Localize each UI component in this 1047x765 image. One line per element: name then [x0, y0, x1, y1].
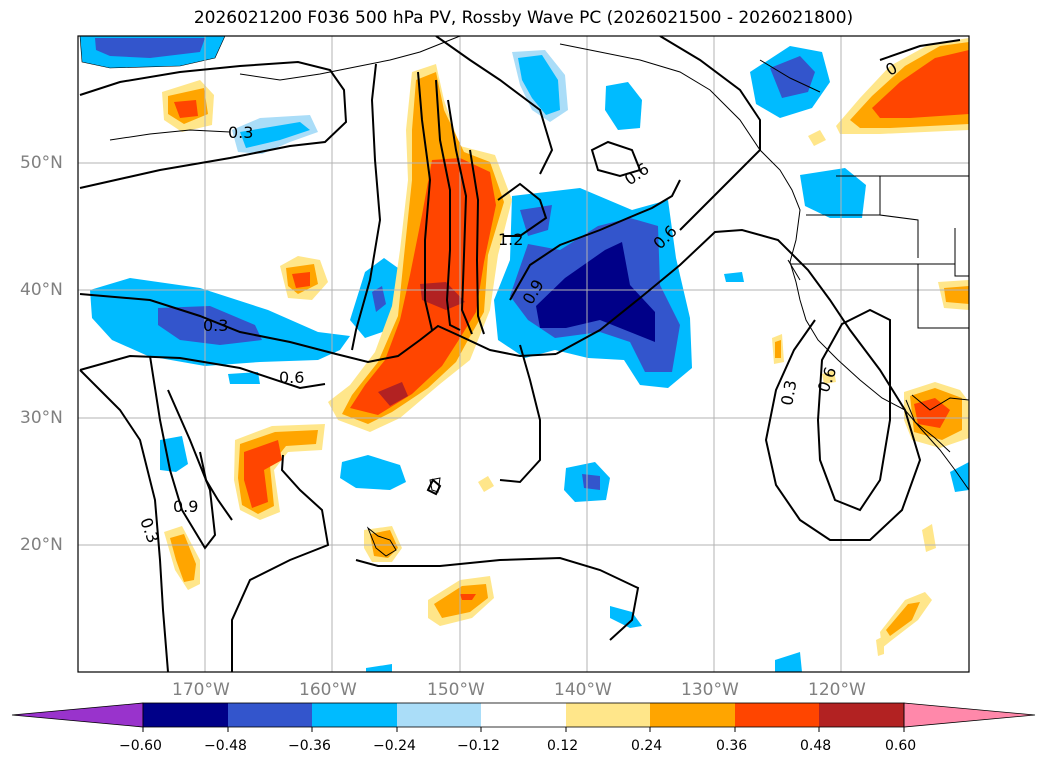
- contour-label: 0.9: [173, 497, 198, 516]
- colorbar-tick-label: 0.48: [800, 738, 832, 754]
- colorbar-segment: [566, 703, 650, 727]
- contour-label: 1.2: [498, 230, 523, 249]
- lon-label-130w: 130°W: [681, 680, 739, 700]
- colorbar-segment: [481, 703, 566, 727]
- colorbar-segment: [819, 703, 904, 727]
- negative-anomaly-regions: [79, 36, 969, 672]
- contour-label: 0.6: [279, 368, 304, 387]
- colorbar-tick-label: −0.48: [204, 738, 247, 754]
- colorbar-tick-label: 0.12: [547, 738, 579, 754]
- colorbar-tick-label: 0.24: [631, 738, 663, 754]
- colorbar-segment: [228, 703, 312, 727]
- colorbar-tick-label: −0.24: [373, 738, 416, 754]
- colorbar-segment: [312, 703, 397, 727]
- colorbar-segment: [650, 703, 735, 727]
- lon-label-150w: 150°W: [427, 680, 485, 700]
- map-frame: [77, 35, 970, 673]
- map-title: 2026021200 F036 500 hPa PV, Rossby Wave …: [193, 8, 854, 28]
- lat-label-20n: 20°N: [20, 535, 63, 555]
- lon-label-170w: 170°W: [172, 680, 230, 700]
- contour-label: 0.3: [228, 123, 253, 142]
- colorbar-tick-label: −0.36: [288, 738, 331, 754]
- lon-label-160w: 160°W: [299, 680, 357, 700]
- colorbar-segment: [143, 703, 228, 727]
- colorbar-tick-label: 0.60: [885, 738, 917, 754]
- colorbar-extend-low: [11, 702, 144, 728]
- lon-label-120w: 120°W: [808, 680, 866, 700]
- colorbar-tick-label: −0.60: [119, 738, 162, 754]
- coastlines: [109, 36, 969, 557]
- colorbar: [11, 702, 1036, 732]
- colorbar-tick-label: 0.36: [716, 738, 748, 754]
- colorbar-extend-high: [903, 702, 1036, 728]
- contour-lines: [79, 36, 961, 672]
- lat-label-50n: 50°N: [20, 153, 63, 173]
- colorbar-tick-label: −0.12: [457, 738, 500, 754]
- colorbar-segment: [397, 703, 481, 727]
- colorbar-segment: [735, 703, 819, 727]
- lat-label-30n: 30°N: [20, 408, 63, 428]
- lat-label-40n: 40°N: [20, 280, 63, 300]
- contour-label: 0.3: [777, 379, 800, 407]
- lon-label-140w: 140°W: [554, 680, 612, 700]
- contour-label: 0.3: [203, 316, 228, 335]
